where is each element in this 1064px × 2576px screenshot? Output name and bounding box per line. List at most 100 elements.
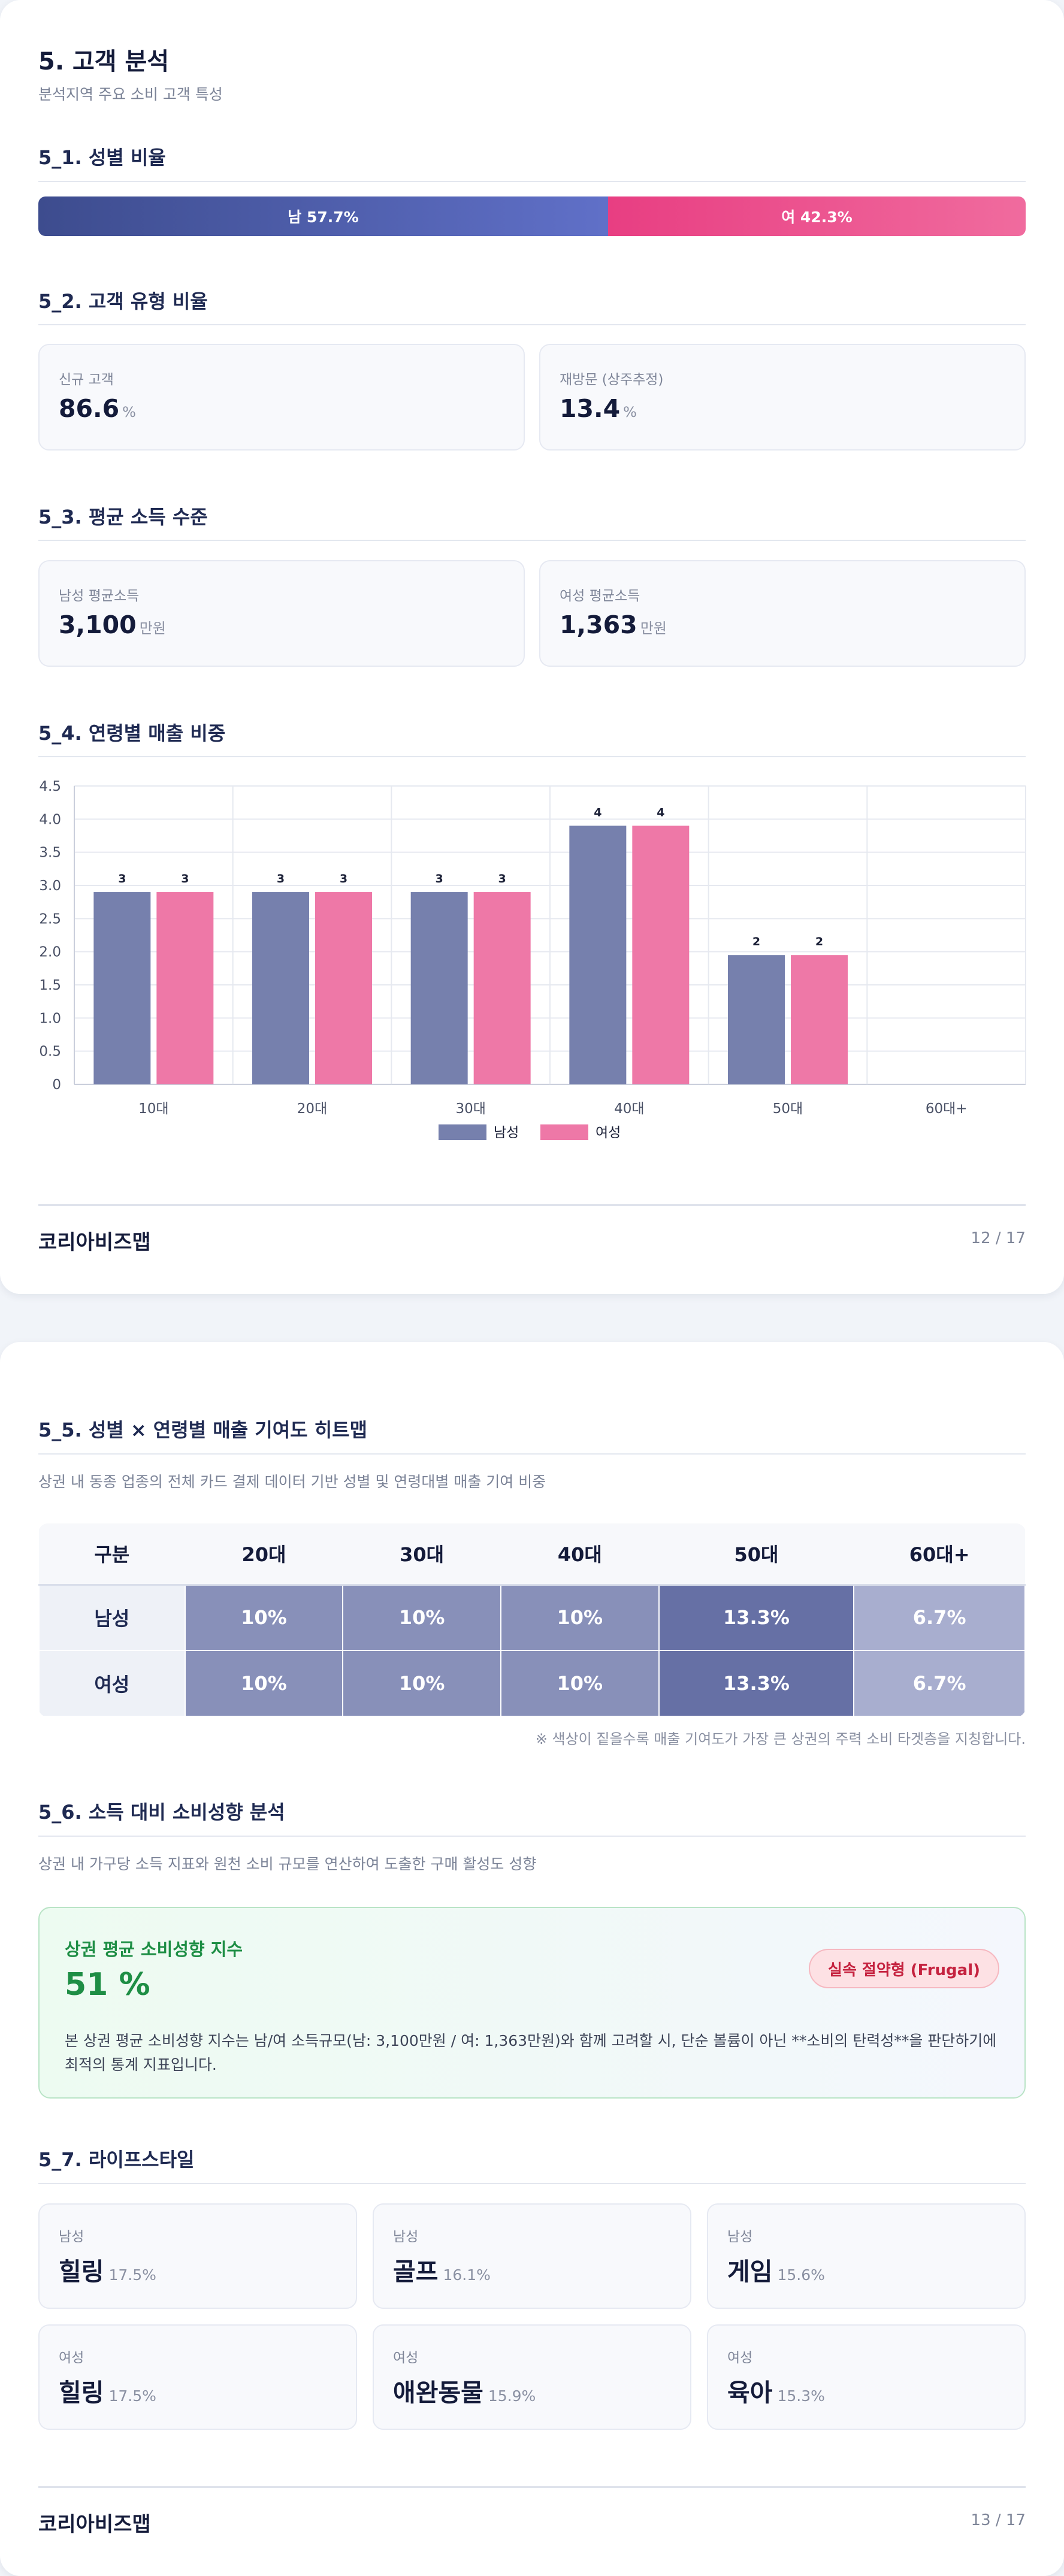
y-tick-label: 3.0 bbox=[39, 878, 61, 894]
y-tick-label: 1.5 bbox=[39, 978, 61, 993]
lifestyle-gender: 여성 bbox=[59, 2350, 84, 2366]
bar-data-label: 3 bbox=[181, 872, 189, 885]
footer-brand: 코리아비즈맵 bbox=[38, 2512, 151, 2536]
lifestyle-main: 애완동물 15.9% bbox=[393, 2372, 536, 2408]
heatmap-cell: 10% bbox=[342, 1584, 501, 1651]
legend-swatch bbox=[439, 1124, 486, 1140]
legend-item[interactable]: 남성 bbox=[494, 1125, 519, 1141]
heatmap-row-label: 남성 bbox=[38, 1584, 186, 1651]
stat-card-male-income: 남성 평균소득 3,100 만원 bbox=[38, 560, 525, 667]
section-divider bbox=[38, 1453, 1026, 1455]
bar bbox=[156, 892, 214, 1084]
section-title-heatmap: 5_5. 성별 × 연령별 매출 기여도 히트맵 bbox=[38, 1419, 368, 1441]
stat-card-value: 1,363 만원 bbox=[560, 610, 667, 639]
lifestyle-percent: 17.5% bbox=[108, 2387, 156, 2405]
legend-swatch bbox=[540, 1124, 588, 1140]
lifestyle-name: 게임 bbox=[727, 2257, 773, 2286]
report-page-12: 5. 고객 분석 분석지역 주요 소비 고객 특성 5_1. 성별 비율 남 5… bbox=[0, 0, 1064, 1294]
lifestyle-gender: 남성 bbox=[727, 2229, 753, 2245]
lifestyle-main: 힐링 17.5% bbox=[59, 2372, 156, 2408]
lifestyle-gender: 남성 bbox=[393, 2229, 419, 2245]
stat-value-unit: 만원 bbox=[640, 620, 667, 637]
gender-bar-male-label: 남 57.7% bbox=[288, 208, 359, 226]
spending-index-box: 상권 평균 소비성향 지수 51 % 실속 절약형 (Frugal) 본 상권 … bbox=[38, 1907, 1026, 2099]
y-tick-label: 2.0 bbox=[39, 945, 61, 960]
x-tick-label: 20대 bbox=[297, 1101, 327, 1117]
section-divider bbox=[38, 181, 1026, 182]
y-tick-label: 0.5 bbox=[39, 1044, 61, 1060]
lifestyle-percent: 15.3% bbox=[777, 2387, 825, 2405]
bar-data-label: 3 bbox=[340, 872, 347, 885]
chart-labels: 0 0.5 1.0 1.5 2.0 2.5 3.0 3.5 4.0 4.5 3 3 10대 3 3 20대 3 3… bbox=[39, 779, 967, 1117]
lifestyle-gender: 여성 bbox=[393, 2350, 419, 2366]
stat-value-number: 1,363 bbox=[560, 610, 637, 639]
gender-bar-male: 남 57.7% bbox=[38, 196, 608, 236]
spending-type-badge: 실속 절약형 (Frugal) bbox=[809, 1949, 999, 1988]
bar bbox=[252, 892, 309, 1084]
heatmap-header-cell: 구분 bbox=[39, 1523, 185, 1586]
bar-data-label: 3 bbox=[498, 872, 506, 885]
heatmap-cell: 10% bbox=[184, 1650, 344, 1717]
y-tick-label: 3.5 bbox=[39, 845, 61, 861]
section-divider bbox=[38, 1836, 1026, 1837]
lifestyle-percent: 17.5% bbox=[108, 2266, 156, 2284]
lifestyle-main: 골프 16.1% bbox=[393, 2251, 491, 2287]
chart-grid bbox=[74, 785, 1026, 1085]
lifestyle-name: 애완동물 bbox=[393, 2378, 483, 2407]
spending-index-value: 51 % bbox=[65, 1967, 150, 2003]
report-page-13: 5_5. 성별 × 연령별 매출 기여도 히트맵 상권 내 동종 업종의 전체 … bbox=[0, 1342, 1064, 2576]
page-subtitle: 분석지역 주요 소비 고객 특성 bbox=[38, 86, 223, 103]
stat-card-female-income: 여성 평균소득 1,363 만원 bbox=[539, 560, 1026, 667]
footer-divider bbox=[38, 1204, 1026, 1206]
spending-index-title: 상권 평균 소비성향 지수 bbox=[65, 1939, 243, 1960]
chart-legend[interactable]: 남성 여성 bbox=[439, 1124, 621, 1141]
heatmap-cell: 6.7% bbox=[853, 1584, 1026, 1651]
heatmap-cell: 10% bbox=[500, 1650, 660, 1717]
gender-bar-female-label: 여 42.3% bbox=[781, 208, 853, 226]
heatmap-cell: 10% bbox=[342, 1650, 501, 1717]
heatmap-header-row: 구분 20대 30대 40대 50대 60대+ bbox=[39, 1523, 1025, 1586]
bar bbox=[791, 955, 848, 1084]
stat-card-label: 재방문 (상주추정) bbox=[560, 372, 664, 388]
heatmap-subtitle: 상권 내 동종 업종의 전체 카드 결제 데이터 기반 성별 및 연령대별 매출… bbox=[38, 1473, 546, 1490]
x-tick-label: 60대+ bbox=[926, 1101, 968, 1117]
section-title-income: 5_3. 평균 소득 수준 bbox=[38, 506, 208, 528]
stat-card-label: 여성 평균소득 bbox=[560, 588, 640, 604]
lifestyle-card: 여성 육아 15.3% bbox=[707, 2324, 1026, 2430]
lifestyle-percent: 15.9% bbox=[488, 2387, 536, 2405]
heatmap-cell: 10% bbox=[184, 1584, 344, 1651]
stat-card-value: 3,100 만원 bbox=[59, 610, 166, 639]
section-title-customer-type: 5_2. 고객 유형 비율 bbox=[38, 290, 208, 313]
section-divider bbox=[38, 540, 1026, 541]
section-title-age-sales: 5_4. 연령별 매출 비중 bbox=[38, 722, 226, 745]
stat-value-number: 3,100 bbox=[59, 610, 137, 639]
spending-description: 본 상권 평균 소비성향 지수는 남/여 소득규모(남: 3,100만원 / 여… bbox=[65, 2032, 997, 2073]
legend-item[interactable]: 여성 bbox=[596, 1125, 621, 1141]
bar-data-label: 2 bbox=[815, 935, 823, 948]
heatmap-header-cell: 60대+ bbox=[854, 1523, 1025, 1586]
lifestyle-gender: 여성 bbox=[727, 2350, 753, 2366]
bar bbox=[632, 826, 690, 1084]
lifestyle-name: 힐링 bbox=[59, 2378, 104, 2407]
heatmap-cell: 13.3% bbox=[658, 1650, 855, 1717]
footer-divider bbox=[38, 2486, 1026, 2488]
lifestyle-percent: 15.6% bbox=[777, 2266, 825, 2284]
bar-data-label: 3 bbox=[436, 872, 443, 885]
bar bbox=[410, 892, 468, 1084]
section-title-gender-ratio: 5_1. 성별 비율 bbox=[38, 146, 166, 169]
stat-card-new-customer: 신규 고객 86.6% bbox=[38, 344, 525, 451]
stat-value-number: 86.6 bbox=[59, 394, 120, 423]
lifestyle-card: 남성 골프 16.1% bbox=[373, 2203, 691, 2309]
lifestyle-name: 육아 bbox=[727, 2378, 773, 2407]
footer-brand: 코리아비즈맵 bbox=[38, 1230, 151, 1254]
x-tick-label: 50대 bbox=[773, 1101, 803, 1117]
lifestyle-main: 게임 15.6% bbox=[727, 2251, 825, 2287]
stat-value-unit: % bbox=[623, 404, 637, 421]
bar bbox=[315, 892, 372, 1084]
bar bbox=[569, 826, 627, 1084]
lifestyle-name: 힐링 bbox=[59, 2257, 104, 2286]
bar bbox=[728, 955, 785, 1084]
lifestyle-card: 남성 게임 15.6% bbox=[707, 2203, 1026, 2309]
heatmap-cell: 13.3% bbox=[658, 1584, 855, 1651]
bar-data-label: 4 bbox=[594, 806, 601, 819]
